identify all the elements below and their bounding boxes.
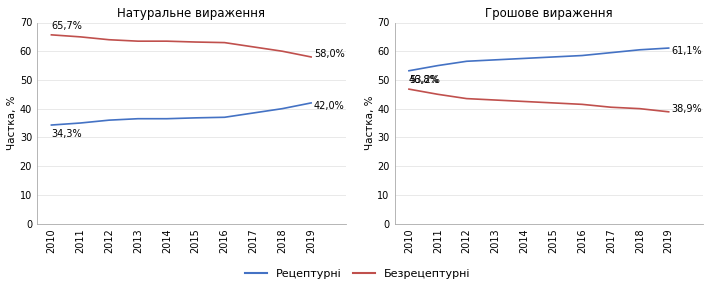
Text: 53,2%: 53,2%: [409, 75, 440, 85]
Text: 34,3%: 34,3%: [51, 129, 82, 139]
Text: 58,0%: 58,0%: [314, 49, 345, 59]
Text: 42,0%: 42,0%: [314, 101, 345, 111]
Y-axis label: Частка, %: Частка, %: [7, 96, 17, 150]
Y-axis label: Частка, %: Частка, %: [365, 96, 375, 150]
Text: 46,8%: 46,8%: [409, 75, 440, 85]
Title: Грошове вираження: Грошове вираження: [485, 7, 613, 20]
Text: 38,9%: 38,9%: [671, 104, 702, 114]
Text: 61,1%: 61,1%: [671, 46, 702, 56]
Title: Натуральне вираження: Натуральне вираження: [117, 7, 265, 20]
Text: 65,7%: 65,7%: [51, 21, 82, 31]
Legend: Рецептурні, Безрецептурні: Рецептурні, Безрецептурні: [240, 264, 475, 284]
